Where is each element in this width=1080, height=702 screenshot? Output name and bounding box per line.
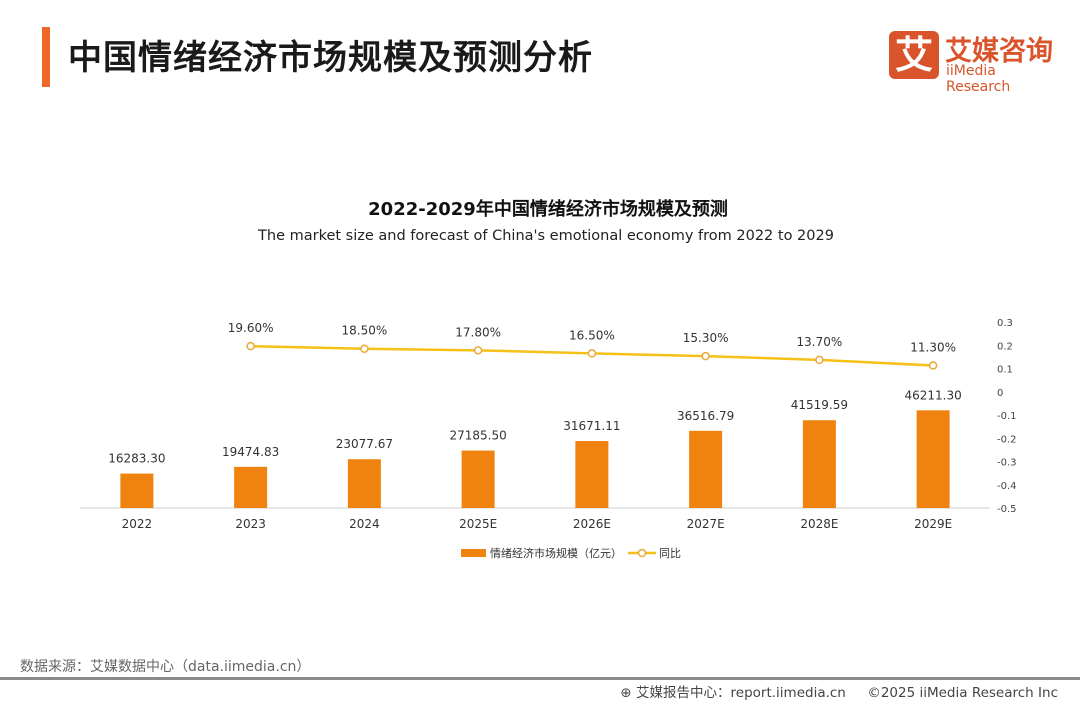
- bar: [916, 410, 950, 508]
- legend-line-marker: [637, 548, 647, 558]
- bar-data-label: 19474.83: [222, 445, 279, 459]
- logo-mark: 艾: [889, 31, 939, 79]
- right-axis-tick: -0.1: [997, 411, 1017, 422]
- yoy-point: [360, 344, 369, 353]
- right-axis-tick: -0.4: [997, 481, 1017, 492]
- right-axis-tick: 0: [997, 388, 1003, 399]
- yoy-data-label: 15.30%: [683, 331, 729, 345]
- right-axis-tick: 0.3: [997, 318, 1013, 329]
- bar: [347, 459, 381, 508]
- yoy-point: [815, 355, 824, 365]
- x-tick-label: 2029E: [914, 517, 952, 531]
- globe-icon: ⊕: [620, 685, 632, 701]
- right-axis-tick: 0.2: [997, 341, 1013, 352]
- yoy-data-label: 19.60%: [228, 321, 274, 335]
- bar: [575, 441, 609, 508]
- bar: [689, 430, 723, 508]
- page-title: 中国情绪经济市场规模及预测分析: [68, 38, 593, 78]
- right-axis-tick: -0.5: [997, 504, 1017, 515]
- bar: [120, 473, 154, 508]
- footer-divider: [0, 677, 1080, 680]
- bar-data-label: 23077.67: [336, 437, 393, 451]
- data-source: 数据来源：艾媒数据中心（data.iimedia.cn）: [20, 659, 311, 675]
- yoy-point: [701, 351, 710, 361]
- bar: [461, 450, 495, 508]
- bar-data-label: 46211.30: [904, 388, 961, 402]
- bar-data-label: 27185.50: [449, 429, 506, 443]
- legend-bar-swatch: [461, 549, 486, 557]
- x-tick-label: 2027E: [687, 517, 725, 531]
- iimedia-logo: 艾 艾媒咨询 iiMedia Research: [889, 31, 1061, 95]
- bar-data-label: 31671.11: [563, 419, 620, 433]
- bar-data-label: 36516.79: [677, 409, 734, 423]
- yoy-point: [473, 346, 483, 355]
- chart-subtitle: The market size and forecast of China's …: [258, 228, 834, 244]
- x-tick-label: 2026E: [573, 517, 611, 531]
- yoy-point: [246, 341, 255, 351]
- bar-data-label: 16283.30: [108, 452, 165, 466]
- x-tick-label: 2025E: [459, 517, 497, 531]
- bar: [234, 466, 268, 508]
- legend-bar-label: 情绪经济市场规模（亿元）: [490, 546, 622, 560]
- right-axis-tick: -0.3: [997, 458, 1017, 469]
- chart-title: 2022-2029年中国情绪经济市场规模及预测: [368, 199, 728, 220]
- x-tick-label: 2028E: [800, 517, 838, 531]
- report-link[interactable]: 艾媒报告中心：report.iimedia.cn: [636, 685, 846, 701]
- logo-cn: 艾媒咨询: [945, 36, 1053, 67]
- yoy-data-label: 11.30%: [910, 340, 956, 354]
- right-axis-tick: -0.2: [997, 434, 1017, 445]
- footer-info: ⊕ 艾媒报告中心：report.iimedia.cn ©2025 iiMedia…: [620, 681, 1058, 701]
- yoy-point: [928, 361, 938, 370]
- title-accent-bar: [42, 27, 50, 87]
- yoy-data-label: 13.70%: [796, 335, 842, 349]
- legend-line-label: 同比: [659, 547, 681, 560]
- yoy-data-label: 17.80%: [455, 325, 501, 339]
- right-axis-tick: 0.1: [997, 365, 1013, 376]
- yoy-data-label: 18.50%: [341, 324, 387, 338]
- bar-data-label: 41519.59: [791, 398, 848, 412]
- logo-en: iiMedia Research: [946, 63, 1011, 95]
- bar: [802, 420, 836, 508]
- yoy-point: [587, 349, 597, 358]
- x-tick-label: 2024: [349, 517, 380, 531]
- yoy-data-label: 16.50%: [569, 328, 615, 342]
- copyright: ©2025 iiMedia Research Inc: [867, 685, 1058, 701]
- x-tick-label: 2023: [235, 517, 266, 531]
- x-tick-label: 2022: [122, 517, 153, 531]
